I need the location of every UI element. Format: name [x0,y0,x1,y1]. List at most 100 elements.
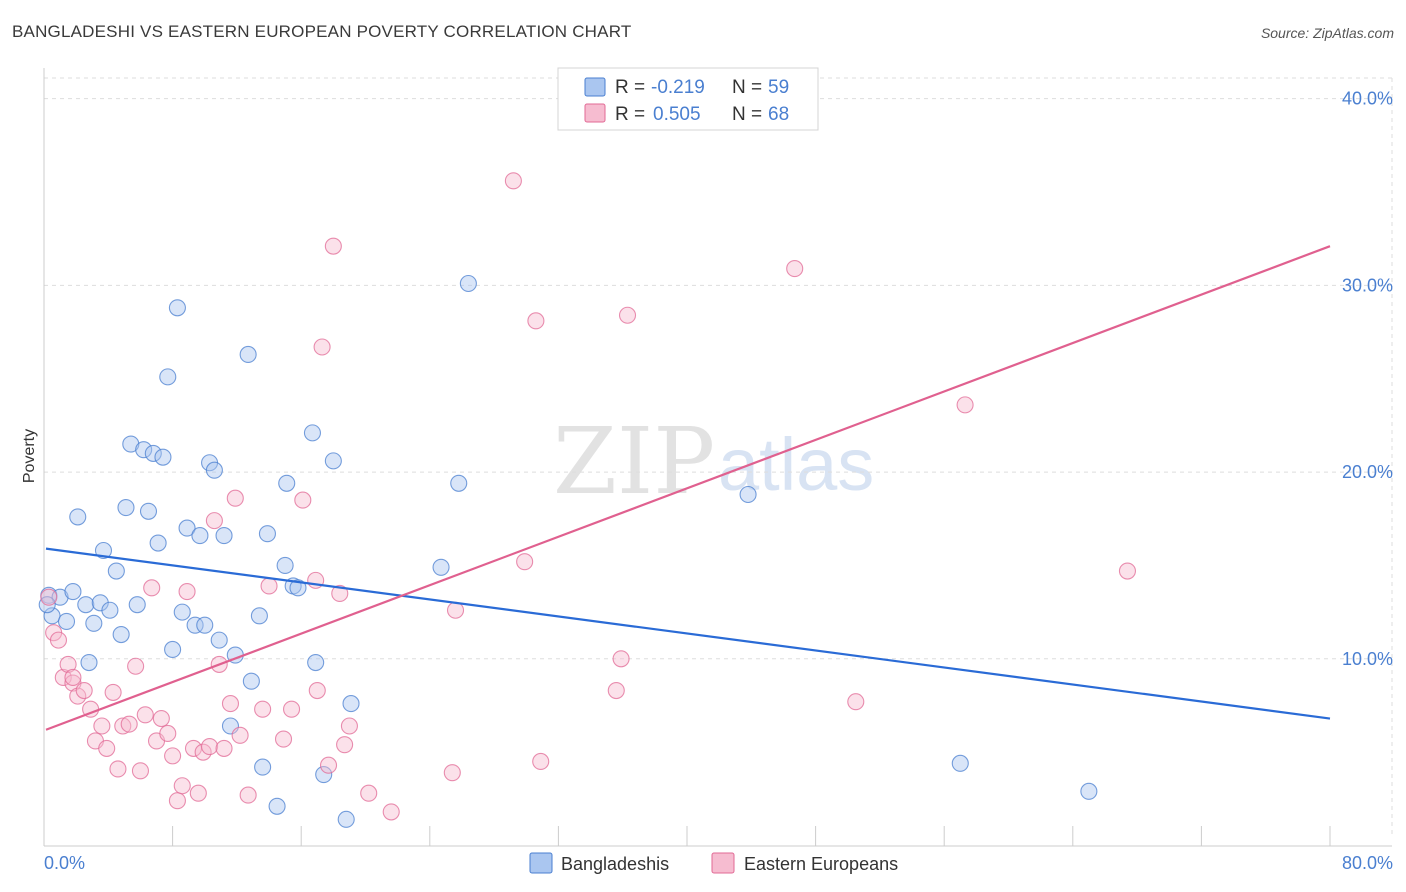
tick-labels: 10.0% 20.0% 30.0% 40.0% 0.0% 80.0% [44,89,1393,873]
bangladeshis-point-20 [149,534,167,552]
eastern-europeans-point-66 [1118,562,1137,580]
eastern-europeans-point-14 [114,717,132,735]
bangladeshis-point-10 [94,541,113,560]
legend-swatch-eastern-europeans [584,103,606,123]
bangladeshis-point-24 [168,299,186,317]
eastern-europeans-point-25 [173,777,191,795]
bangladeshis-point-1 [43,607,61,625]
bangladeshis-point-31 [205,461,223,479]
bangladeshis-point-18 [139,502,158,520]
eastern-europeans-point-11 [98,739,116,757]
bangladeshis-point-28 [191,527,209,545]
bangladeshis-point-12 [107,562,125,580]
bangladeshis-point-49 [324,452,342,470]
eastern-europeans-point-38 [254,700,272,718]
eastern-europeans-point-49 [336,736,354,754]
y-axis-label: Poverty [21,429,38,483]
bangladeshis-point-55 [739,485,757,504]
eastern-europeans-point-33 [215,739,233,757]
eastern-europeans-trend-line [45,245,1331,731]
bangladeshis-point-19 [144,444,162,462]
eastern-europeans-point-7 [75,681,93,700]
watermark-zip: ZIP [553,408,715,515]
eastern-europeans-point-39 [260,577,278,595]
eastern-europeans-point-47 [324,237,342,255]
bangladeshis-point-32 [210,631,228,649]
bangladeshis-point-41 [268,797,286,815]
bangladeshis-point-38 [250,607,268,625]
chart-title: BANGLADESHI VS EASTERN EUROPEAN POVERTY … [12,22,632,41]
eastern-europeans-point-51 [360,784,378,802]
watermark-atlas: atlas [718,423,874,506]
y-tick-label-1: 20.0% [1342,462,1393,482]
legend-n-value-0: 59 [768,77,789,98]
eastern-europeans-point-40 [274,730,293,748]
bangladeshis-point-37 [242,672,260,690]
eastern-europeans-point-4 [59,655,77,673]
bangladeshis-point-3 [57,612,76,631]
eastern-europeans-point-57 [527,312,545,330]
bangladeshis-point-21 [154,448,172,466]
eastern-europeans-point-50 [340,717,358,735]
eastern-europeans-point-53 [443,764,461,782]
eastern-europeans-point-19 [143,579,161,597]
legend-n-label-1: N = [732,104,762,125]
bangladeshis-point-47 [307,653,325,672]
bangladeshis-point-23 [164,640,182,659]
legend-swatch-bangladeshis [584,77,606,97]
y-tick-label-0: 10.0% [1342,649,1393,669]
stats-legend: R = -0.219 N = 59 R = 0.505 N = 68 [557,67,819,131]
legend-r-value-0: -0.219 [651,77,705,98]
eastern-europeans-point-21 [152,709,170,728]
bangladeshis-point-16 [128,596,146,614]
bangladeshis-point-39 [254,758,272,776]
series-bangladeshis [38,274,1098,828]
eastern-europeans-point-2 [49,631,68,649]
bangladeshis-point-53 [450,474,468,492]
bottom-legend-bangladeshis: Bangladeshis [561,854,669,874]
bangladeshis-point-46 [303,424,322,442]
bottom-legend-eastern-europeans: Eastern Europeans [744,854,898,874]
trend-lines [45,245,1331,731]
eastern-europeans-point-0 [40,588,58,606]
bangladeshis-point-51 [342,695,360,713]
bangladeshis-point-6 [77,596,95,614]
bangladeshis-point-56 [951,754,969,772]
eastern-europeans-point-12 [104,683,122,701]
legend-r-label-1: R = [615,104,645,125]
eastern-europeans-point-34 [221,695,240,713]
bangladeshis-point-13 [112,625,130,644]
bangladeshis-point-8 [85,614,103,632]
axes [43,68,1392,847]
eastern-europeans-point-13 [109,760,127,778]
eastern-europeans-point-36 [231,726,249,744]
bangladeshis-point-57 [1080,782,1098,800]
eastern-europeans-point-28 [189,784,207,802]
bangladeshis-point-52 [432,558,450,576]
eastern-europeans-point-45 [313,338,331,356]
eastern-europeans-point-41 [283,700,301,718]
eastern-europeans-point-58 [532,752,550,771]
eastern-europeans-point-67 [64,668,82,687]
eastern-europeans-point-44 [308,681,326,700]
eastern-europeans-point-26 [178,583,196,601]
eastern-europeans-point-56 [516,553,534,571]
bangladeshis-point-54 [459,274,477,293]
bangladeshis-point-45 [289,579,307,597]
eastern-europeans-point-17 [131,762,149,780]
x-tick-label-0: 0.0% [44,853,85,873]
legend-n-label-0: N = [732,77,762,98]
legend-r-value-1: 0.505 [653,104,701,125]
bottom-legend-swatch-eastern-europeans [711,852,735,874]
bangladeshis-point-17 [135,441,153,459]
bangladeshis-point-4 [64,583,82,601]
bangladeshis-point-11 [101,601,119,619]
bangladeshis-point-50 [337,810,355,828]
bangladeshis-point-5 [69,508,87,526]
bangladeshis-point-25 [173,603,191,621]
eastern-europeans-point-63 [786,260,804,278]
eastern-europeans-point-37 [239,786,257,804]
bangladeshis-point-22 [159,368,177,386]
eastern-europeans-point-15 [120,715,138,733]
